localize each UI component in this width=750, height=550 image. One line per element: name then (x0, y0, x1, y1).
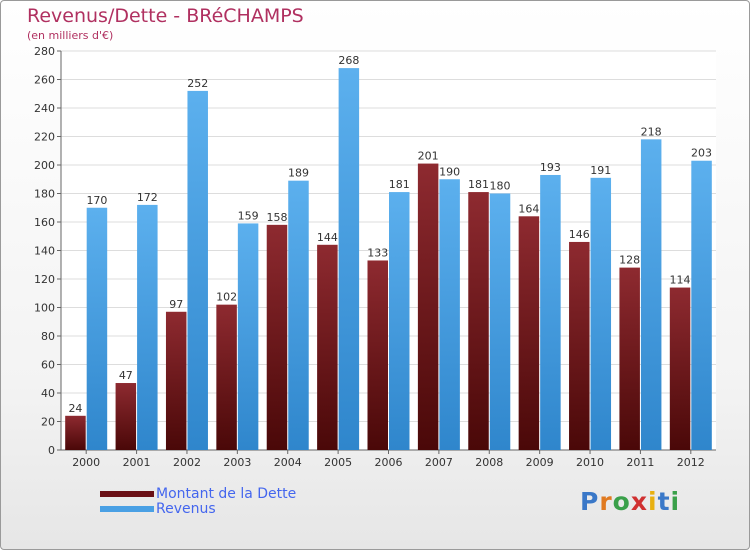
bar-debt (367, 260, 388, 450)
y-tick-label: 280 (34, 45, 55, 58)
y-tick-label: 80 (41, 330, 55, 343)
legend-label-debt: Montant de la Dette (156, 486, 297, 502)
value-label-revenus: 268 (338, 54, 359, 67)
x-tick-label: 2011 (626, 456, 654, 469)
y-tick-label: 20 (41, 416, 55, 429)
bar-debt (619, 267, 640, 450)
x-tick-label: 2007 (425, 456, 453, 469)
value-label-debt: 102 (216, 291, 237, 304)
bar-debt (317, 244, 338, 450)
bar-debt (65, 415, 86, 450)
value-label-revenus: 190 (439, 165, 460, 178)
bar-revenus (137, 204, 158, 450)
bar-revenus (187, 90, 208, 451)
bar-debt (569, 241, 590, 450)
bar-debt (518, 216, 540, 450)
bar-debt (165, 311, 187, 450)
y-tick-label: 60 (41, 359, 55, 372)
x-tick-label: 2002 (173, 456, 201, 469)
legend-swatch-debt (100, 491, 154, 497)
value-label-debt: 114 (670, 274, 691, 287)
logo-letter: i (648, 487, 658, 516)
y-tick-label: 120 (34, 273, 55, 286)
y-tick-label: 260 (34, 74, 55, 87)
y-tick-label: 220 (34, 131, 55, 144)
legend-item-revenus: Revenus (100, 501, 216, 517)
bar-debt (115, 383, 137, 450)
bar-revenus (590, 177, 612, 450)
bar-revenus (86, 207, 108, 450)
value-label-revenus: 172 (137, 191, 158, 204)
legend-swatch-revenus (100, 506, 154, 512)
y-tick-label: 180 (34, 188, 55, 201)
logo-letter: o (612, 487, 631, 516)
logo-letter: x (630, 487, 648, 516)
bar-revenus (489, 193, 511, 450)
value-label-revenus: 170 (86, 194, 107, 207)
x-tick-label: 2005 (324, 456, 352, 469)
value-label-revenus: 193 (540, 161, 561, 174)
value-label-revenus: 181 (389, 178, 410, 191)
bar-revenus (640, 139, 662, 450)
x-tick-label: 2008 (475, 456, 503, 469)
bar-revenus (439, 179, 460, 450)
y-tick-label: 0 (48, 444, 55, 457)
logo-letter: t (657, 487, 671, 516)
proxiti-logo: Proxiti (580, 487, 680, 516)
logo-letter: r (599, 487, 613, 516)
value-label-revenus: 203 (691, 147, 712, 160)
bar-debt (417, 163, 439, 450)
logo-letter: i (670, 487, 681, 516)
value-label-debt: 133 (367, 246, 388, 259)
bar-revenus (389, 192, 410, 450)
x-tick-label: 2006 (375, 456, 403, 469)
y-tick-label: 100 (34, 302, 55, 315)
x-tick-label: 2012 (677, 456, 705, 469)
x-tick-label: 2000 (72, 456, 100, 469)
bar-revenus (338, 68, 360, 450)
value-label-revenus: 218 (641, 125, 662, 138)
value-label-revenus: 159 (238, 209, 259, 222)
value-label-revenus: 191 (590, 164, 611, 177)
logo-letter: P (580, 487, 600, 516)
chart-subtitle: (en milliers d'€) (27, 29, 114, 42)
value-label-debt: 144 (317, 231, 338, 244)
y-tick-label: 140 (34, 245, 55, 258)
y-tick-label: 240 (34, 102, 55, 115)
value-label-debt: 47 (119, 369, 133, 382)
x-tick-label: 2001 (123, 456, 151, 469)
bar-revenus (237, 223, 259, 450)
x-tick-label: 2003 (223, 456, 251, 469)
legend-item-debt: Montant de la Dette (100, 486, 296, 502)
bar-debt (216, 304, 237, 450)
value-label-debt: 128 (619, 254, 640, 267)
bar-debt (266, 224, 288, 450)
bar-debt (669, 287, 691, 450)
y-tick-label: 160 (34, 216, 55, 229)
bar-revenus (540, 174, 561, 450)
chart-title: Revenus/Dette - BRéCHAMPS (27, 5, 304, 27)
value-label-debt: 181 (468, 178, 489, 191)
bar-revenus (288, 180, 309, 451)
legend-label-revenus: Revenus (156, 501, 216, 517)
value-label-debt: 146 (569, 228, 590, 241)
x-tick-label: 2010 (576, 456, 604, 469)
y-tick-label: 200 (34, 159, 55, 172)
x-tick-label: 2009 (526, 456, 554, 469)
bar-debt (468, 192, 489, 450)
value-label-revenus: 180 (490, 180, 511, 193)
value-label-debt: 97 (169, 298, 183, 311)
y-tick-label: 40 (41, 387, 55, 400)
value-label-debt: 158 (266, 211, 287, 224)
value-label-debt: 24 (68, 402, 82, 415)
bar-revenus (691, 160, 712, 450)
x-tick-label: 2004 (274, 456, 302, 469)
value-label-revenus: 252 (187, 77, 208, 90)
value-label-debt: 164 (518, 202, 539, 215)
value-label-revenus: 189 (288, 167, 309, 180)
value-label-debt: 201 (418, 150, 439, 163)
